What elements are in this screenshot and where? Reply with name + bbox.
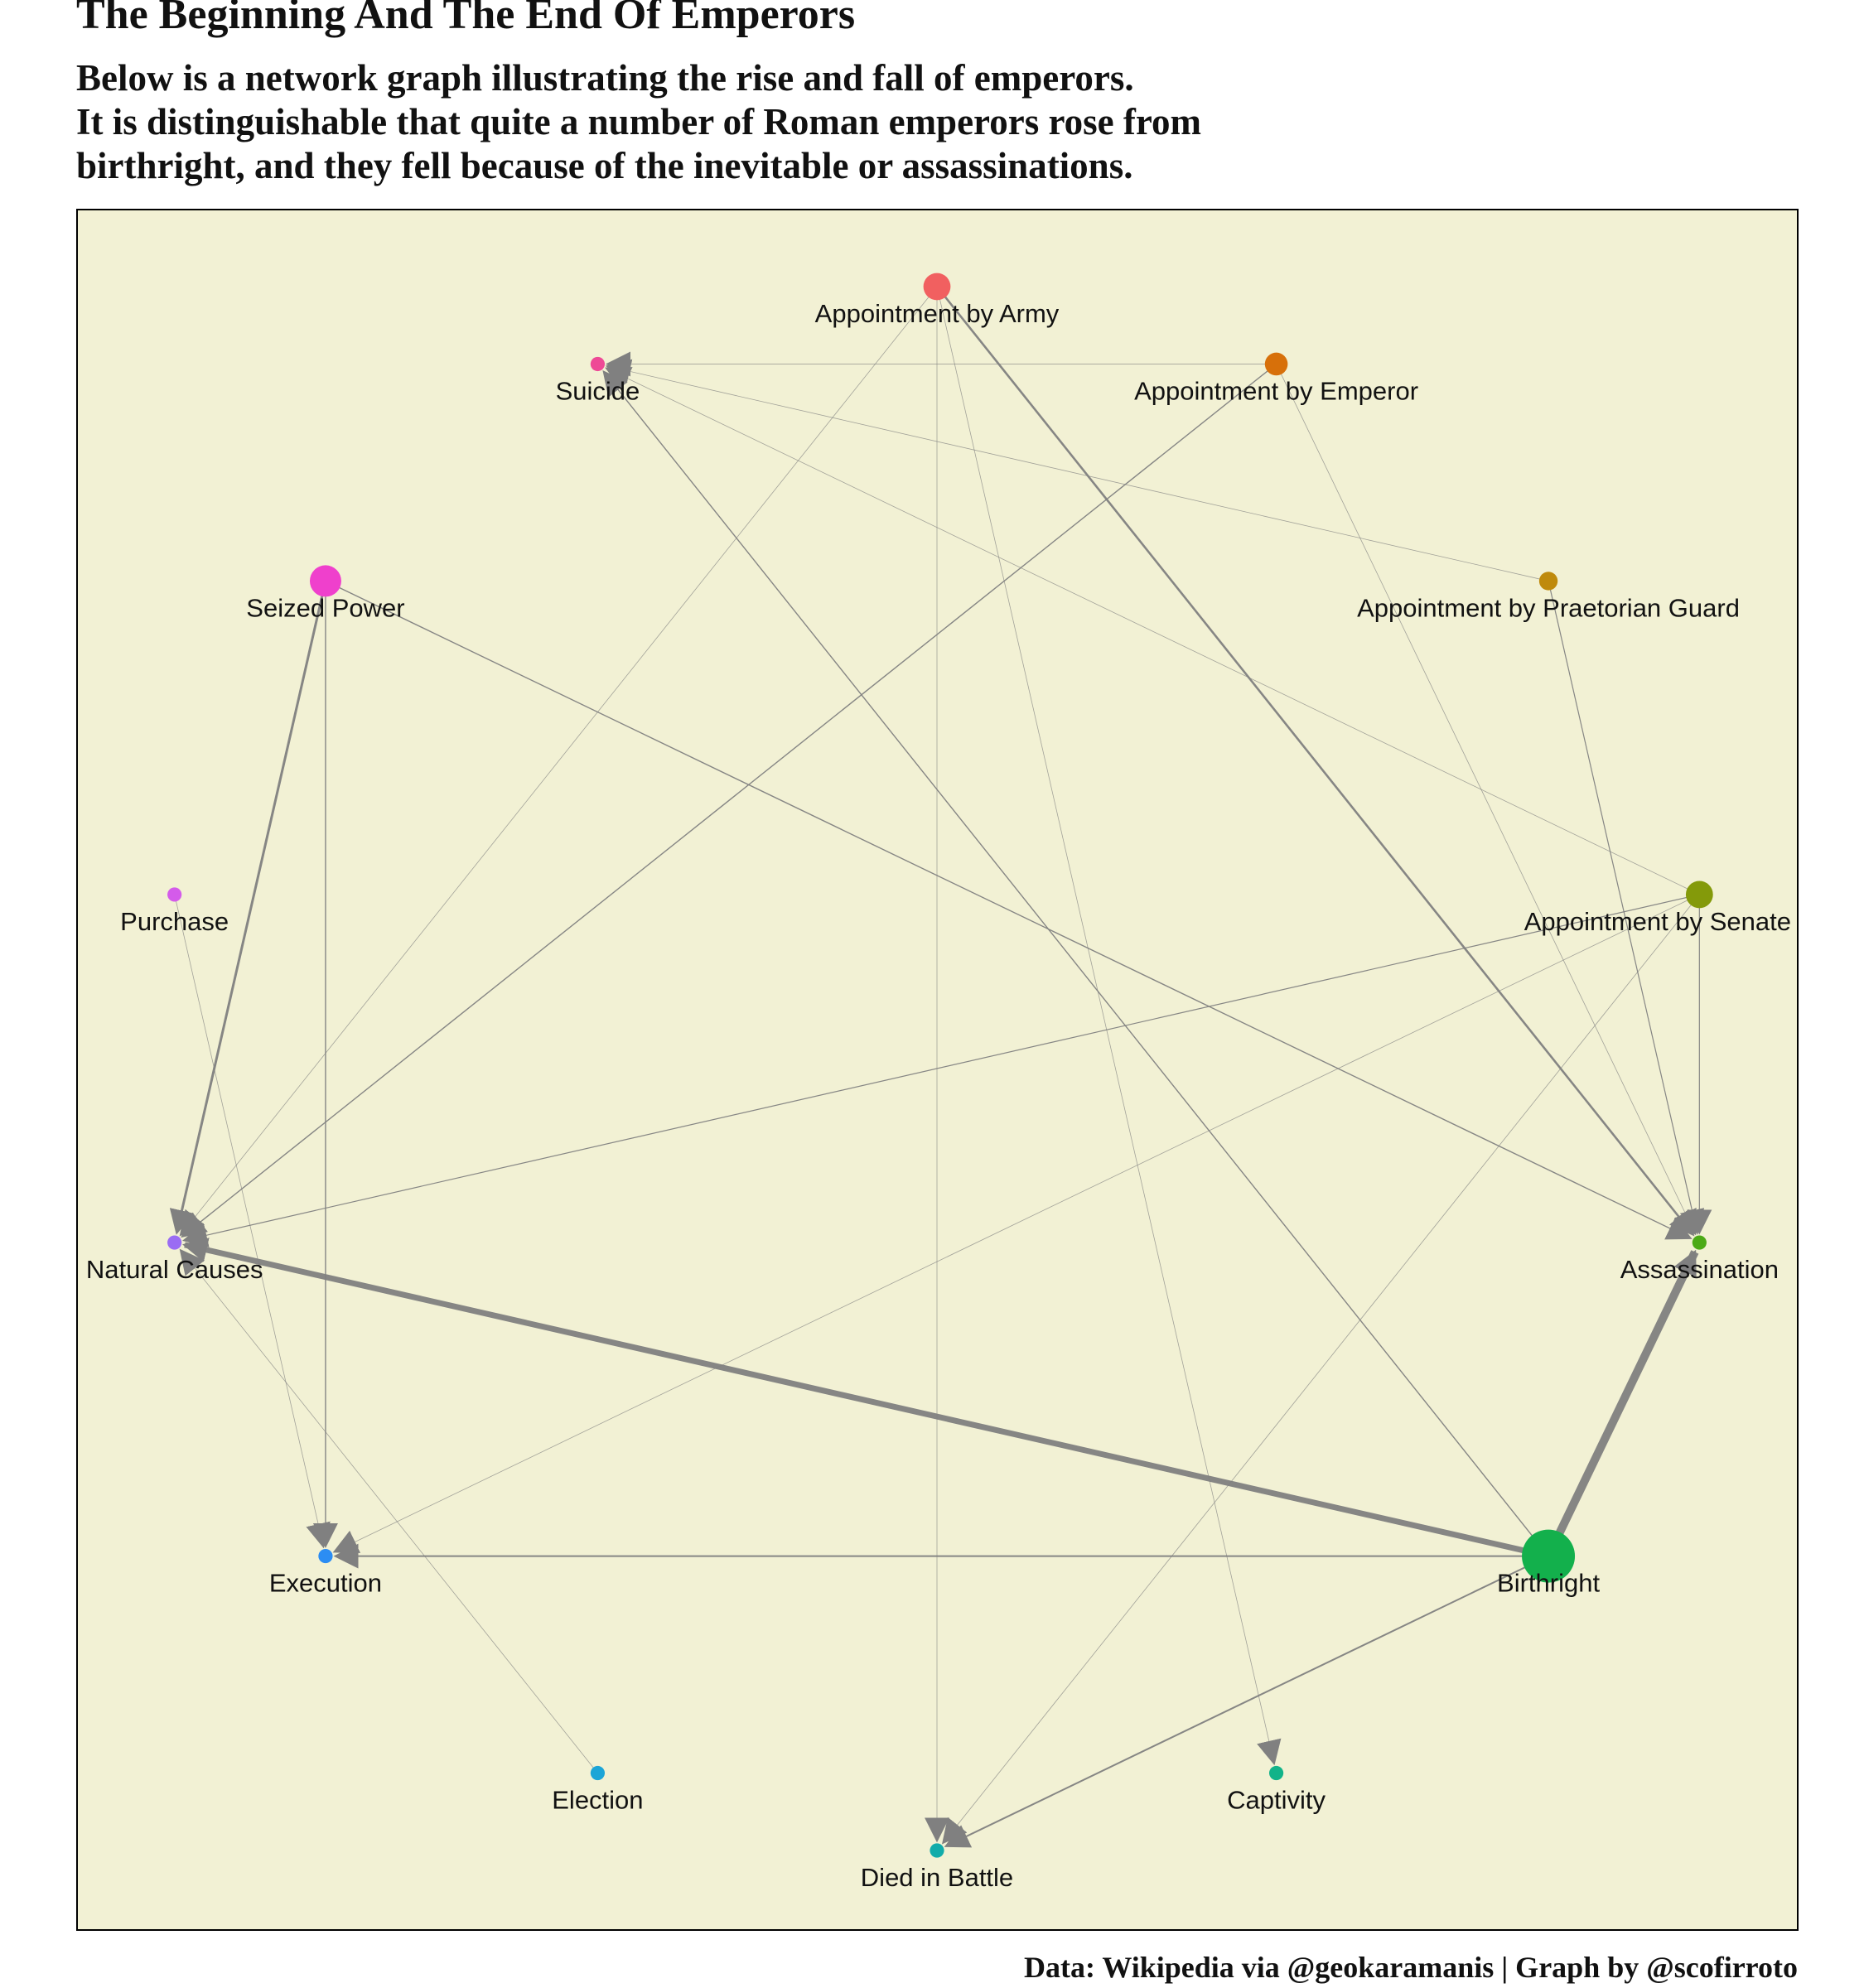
edge-senate-to-natural xyxy=(182,895,1692,1247)
node-praetorian xyxy=(1538,572,1558,591)
node-emperor xyxy=(1264,352,1288,376)
node-label-purchase: Purchase xyxy=(120,907,229,936)
subtitle-line-2: It is distinguishable that quite a numbe… xyxy=(76,101,1201,142)
edge-seized-to-natural xyxy=(169,590,325,1235)
node-senate xyxy=(1685,881,1713,909)
node-label-senate: Appointment by Senate xyxy=(1524,907,1791,936)
edge-army-to-assassination xyxy=(941,292,1695,1237)
node-suicide xyxy=(590,356,606,372)
edge-senate-to-suicide xyxy=(605,367,1693,892)
labels-layer: Appointment by Army Appointment by Empero… xyxy=(86,299,1791,1892)
subtitle-line-1: Below is a network graph illustrating th… xyxy=(76,57,1134,99)
edge-election-to-natural xyxy=(179,1248,596,1770)
caption: Data: Wikipedia via @geokaramanis | Grap… xyxy=(1024,1951,1798,1984)
edge-birthright-to-assassination xyxy=(1551,1249,1699,1544)
node-label-natural: Natural Causes xyxy=(86,1255,263,1284)
edges-layer xyxy=(169,292,1712,1848)
node-natural xyxy=(167,1235,182,1250)
edge-birthright-to-battle xyxy=(944,1562,1535,1848)
edge-emperor-to-assassination xyxy=(1278,369,1697,1236)
edge-birthright-to-natural xyxy=(182,1238,1534,1556)
node-label-emperor: Appointment by Emperor xyxy=(1134,376,1418,405)
node-birthright xyxy=(1522,1529,1576,1583)
node-label-praetorian: Appointment by Praetorian Guard xyxy=(1357,593,1740,622)
plot-panel xyxy=(76,209,1799,1931)
node-label-battle: Died in Battle xyxy=(861,1863,1013,1892)
node-label-birthright: Birthright xyxy=(1497,1569,1600,1598)
edge-emperor-to-natural xyxy=(181,368,1272,1238)
edge-army-to-captivity xyxy=(938,294,1282,1766)
node-label-captivity: Captivity xyxy=(1227,1786,1326,1815)
edge-senate-to-execution xyxy=(332,897,1693,1553)
node-label-execution: Execution xyxy=(269,1569,382,1598)
node-election xyxy=(590,1765,606,1781)
node-battle xyxy=(930,1843,944,1858)
node-assassination xyxy=(1692,1235,1707,1250)
node-purchase xyxy=(167,887,182,902)
edge-senate-to-battle xyxy=(941,900,1695,1845)
node-execution xyxy=(318,1548,333,1564)
subtitle-line-3: birthright, and they fell because of the… xyxy=(76,145,1133,186)
edge-birthright-to-suicide xyxy=(602,369,1539,1544)
node-seized xyxy=(309,565,341,597)
edge-praetorian-to-suicide xyxy=(605,359,1543,581)
chart-title: The Beginning And The End Of Emperors xyxy=(76,0,856,38)
chart-subtitle: Below is a network graph illustrating th… xyxy=(76,56,1201,188)
node-label-election: Election xyxy=(552,1786,643,1815)
edge-purchase-to-execution xyxy=(175,898,331,1549)
edge-army-to-natural xyxy=(179,292,933,1237)
edge-seized-to-assassination xyxy=(333,584,1693,1240)
node-label-seized: Seized Power xyxy=(246,593,404,622)
node-captivity xyxy=(1268,1765,1284,1781)
node-label-army: Appointment by Army xyxy=(815,299,1060,328)
node-label-suicide: Suicide xyxy=(556,376,640,405)
nodes-layer xyxy=(167,273,1713,1858)
node-army xyxy=(923,273,951,301)
node-label-assassination: Assassination xyxy=(1620,1255,1779,1284)
edge-praetorian-to-assassination xyxy=(1548,586,1705,1235)
